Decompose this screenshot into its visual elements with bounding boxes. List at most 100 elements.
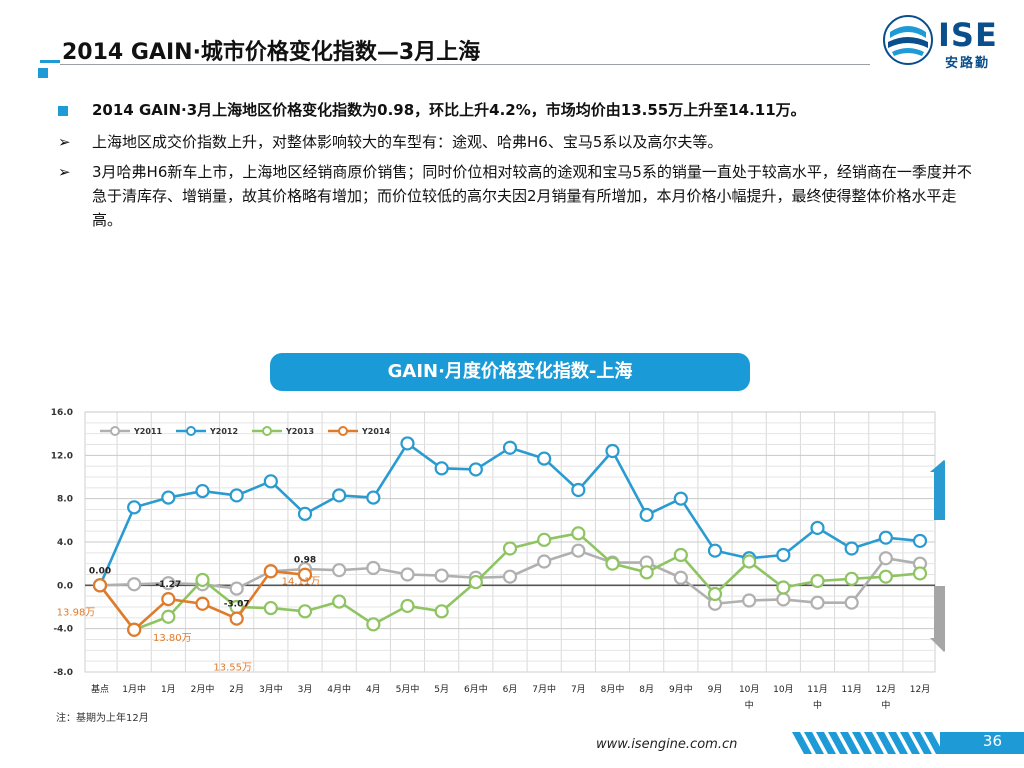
- data-point-y2012: [332, 488, 347, 503]
- data-point-y2013: [776, 580, 791, 595]
- data-point-y2014: [195, 596, 210, 611]
- chart-labels: 0.00 -1.27 -3.07 0.98 13.98万 13.80万 13.55万 14.1…: [57, 556, 321, 674]
- data-label: -1.27: [155, 580, 181, 590]
- data-point-y2011: [571, 543, 586, 558]
- x-tick-label: 5月: [434, 684, 449, 695]
- data-point-y2013: [537, 532, 552, 547]
- data-point-y2012: [878, 530, 893, 545]
- x-tick-label: 3月: [298, 684, 313, 695]
- y-tick-label: -4.0: [53, 625, 73, 635]
- data-point-y2011: [742, 593, 757, 608]
- data-point-y2011: [161, 576, 176, 591]
- x-tick-label: 7月中: [532, 683, 556, 695]
- bullet-main-text: 2014 GAIN·3月上海地区价格变化指数为0.98，环比上升4.2%，市场均…: [92, 101, 806, 119]
- y-tick-label: 16.0: [51, 408, 73, 418]
- data-point-y2013: [571, 526, 586, 541]
- y-tick-label: 12.0: [51, 451, 73, 461]
- x-tick-label: 8月中: [601, 683, 625, 695]
- chart-side-arrows: 均价上升均价下降: [930, 460, 945, 652]
- x-tick-label: 3月中: [259, 683, 283, 695]
- legend-label: Y2011: [133, 427, 162, 436]
- data-point-y2013: [263, 600, 278, 616]
- x-tick-label: 中: [813, 699, 822, 711]
- x-tick-label: 4月: [366, 684, 381, 695]
- data-point-y2012: [195, 483, 210, 499]
- data-point-y2012: [502, 440, 518, 455]
- chart-legend: Y2011 Y2012 Y2013 Y2014: [100, 426, 390, 436]
- x-tick-label: 5月中: [396, 683, 420, 695]
- line-chart: 16.0 12.0 8.0 4.0 0.0 -4.0 -8.0 基点 1月中 1月 2月中 2月 3月中…: [51, 408, 945, 711]
- data-point-y2011: [229, 581, 244, 596]
- data-point-y2013: [400, 598, 415, 614]
- title-accent-square: [38, 68, 48, 78]
- data-point-y2012: [400, 436, 415, 451]
- legend-marker: [338, 426, 348, 436]
- x-tick-label: 2月: [229, 684, 244, 695]
- legend-marker: [110, 426, 120, 436]
- data-point-y2012: [673, 491, 688, 506]
- data-point-y2011: [776, 592, 791, 607]
- data-point-y2014: [229, 611, 244, 626]
- bullet-item: ➢ 3月哈弗H6新车上市，上海地区经销商原价销售；同时价位相对较高的途观和宝马5…: [56, 160, 976, 232]
- data-point-y2012: [639, 507, 654, 523]
- bullet-list: 2014 GAIN·3月上海地区价格变化指数为0.98，环比上升4.2%，市场均…: [56, 98, 976, 238]
- x-tick-label: 7月: [571, 684, 586, 695]
- data-point-y2014: [161, 591, 176, 607]
- data-point-y2012: [707, 543, 723, 558]
- y-tick-label: 4.0: [57, 538, 73, 548]
- data-point-y2012: [366, 490, 381, 505]
- data-label: 0.98: [294, 556, 316, 566]
- data-point-y2012: [161, 490, 176, 505]
- legend-marker: [262, 426, 272, 436]
- logo-text: ISE: [938, 16, 998, 54]
- x-tick-label: 1月中: [122, 683, 146, 695]
- data-point-y2011: [400, 567, 415, 582]
- x-tick-label: 中: [881, 699, 890, 711]
- up-arrow-icon: [930, 460, 945, 520]
- x-tick-label: 11月: [841, 684, 861, 695]
- data-point-y2013: [912, 566, 928, 581]
- square-bullet-icon: [58, 106, 68, 116]
- data-label: -3.07: [224, 600, 250, 610]
- title-accent-bar: [40, 60, 60, 63]
- arrow-bullet-icon: ➢: [58, 133, 71, 151]
- data-point-y2013: [844, 571, 859, 586]
- data-point-y2011: [127, 577, 142, 592]
- data-label: 0.00: [89, 566, 111, 576]
- data-point-y2012: [263, 474, 278, 489]
- price-label: 14.11万: [282, 577, 321, 588]
- data-point-y2012: [468, 462, 483, 477]
- x-tick-label: 2月中: [191, 683, 215, 695]
- data-point-y2014: [297, 567, 313, 582]
- price-label: 13.55万: [213, 663, 252, 674]
- data-point-y2012: [434, 461, 449, 476]
- x-tick-label: 基点: [91, 683, 109, 695]
- price-label: 13.80万: [153, 633, 192, 644]
- bullet-item: ➢ 上海地区成交价指数上升，对整体影响较大的车型有：途观、哈弗H6、宝马5系以及…: [56, 130, 976, 154]
- data-point-y2011: [434, 568, 449, 583]
- title-divider: [60, 64, 870, 65]
- data-point-y2011: [502, 569, 518, 584]
- y-tick-label: -8.0: [53, 668, 73, 678]
- data-point-y2013: [366, 617, 381, 632]
- x-tick-label: 中: [745, 699, 754, 711]
- footer-url[interactable]: www.isengine.com.cn: [596, 737, 738, 752]
- bullet-main: 2014 GAIN·3月上海地区价格变化指数为0.98，环比上升4.2%，市场均…: [56, 98, 976, 122]
- data-point-y2013: [639, 565, 654, 580]
- x-tick-label: 10月: [773, 684, 793, 695]
- data-point-y2011: [673, 570, 688, 585]
- footnote: 注：基期为上年12月: [56, 713, 149, 724]
- arrow-bullet-icon: ➢: [58, 163, 71, 181]
- down-arrow-icon: [930, 586, 945, 652]
- x-tick-label: 11月: [807, 684, 827, 695]
- y-tick-label: 8.0: [57, 495, 73, 505]
- footer-stripes: [790, 732, 1024, 754]
- legend-label: Y2014: [361, 427, 390, 436]
- page-number: 36: [982, 732, 1002, 750]
- x-tick-label: 6月: [503, 684, 518, 695]
- data-point-y2013: [673, 547, 688, 563]
- legend-label: Y2012: [209, 427, 238, 436]
- x-tick-label: 8月: [639, 684, 654, 695]
- bullet-item-text: 上海地区成交价指数上升，对整体影响较大的车型有：途观、哈弗H6、宝马5系以及高尔…: [92, 133, 723, 151]
- data-point-y2012: [537, 451, 552, 466]
